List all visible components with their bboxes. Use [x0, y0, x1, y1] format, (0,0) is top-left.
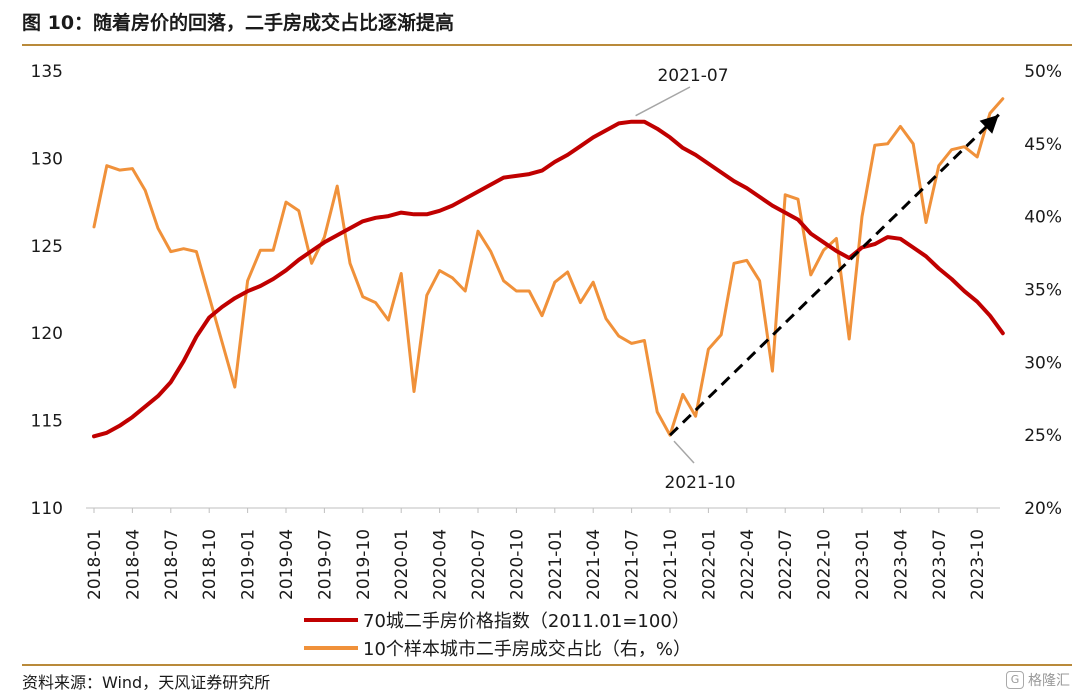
share-series-line [92, 97, 1005, 437]
watermark-logo-icon: G [1006, 671, 1024, 689]
x-tick-label: 2021-10 [661, 529, 681, 600]
x-tick-label: 2021-07 [623, 529, 643, 600]
footer-rule [22, 664, 1072, 666]
y-right-tick-label: 40% [1024, 208, 1062, 228]
y-right-tick-label: 25% [1024, 426, 1062, 446]
y-left-tick-label: 130 [31, 149, 63, 169]
x-tick-label: 2022-10 [815, 529, 835, 600]
x-tick-label: 2023-04 [891, 529, 911, 600]
legend-label-index: 70城二手房价格指数（2011.01=100） [363, 611, 690, 632]
x-tick-label: 2018-07 [162, 529, 182, 600]
x-tick-label: 2020-04 [431, 529, 451, 600]
watermark-text: 格隆汇 [1028, 673, 1070, 689]
x-tick-label: 2019-04 [277, 529, 297, 600]
annotation-leader-line [673, 440, 695, 464]
title-rule [22, 44, 1072, 46]
x-tick-label: 2022-04 [738, 529, 758, 600]
x-tick-label: 2023-01 [853, 529, 873, 600]
x-tick-label: 2022-07 [776, 529, 796, 600]
index-series-line [92, 119, 1005, 439]
trend-arrowhead [979, 114, 999, 134]
y-right-tick-label: 30% [1024, 353, 1062, 373]
annotation-label: 2021-10 [664, 473, 735, 493]
x-tick-label: 2019-01 [239, 529, 259, 600]
source-note: 资料来源：Wind，天风证券研究所 [22, 673, 271, 692]
watermark: G 格隆汇 [1006, 670, 1070, 690]
y-left-tick-label: 135 [31, 62, 63, 82]
x-tick-label: 2020-07 [469, 529, 489, 600]
x-tick-label: 2023-07 [930, 529, 950, 600]
legend-label-share: 10个样本城市二手房成交占比（右，%） [363, 639, 691, 660]
x-tick-label: 2022-01 [699, 529, 719, 600]
y-right-tick-label: 35% [1024, 281, 1062, 301]
trend-arrow-line [668, 113, 1000, 437]
x-tick-label: 2020-01 [392, 529, 412, 600]
x-tick-label: 2021-04 [584, 529, 604, 600]
y-left-tick-label: 110 [31, 499, 63, 519]
annotation-label: 2021-07 [657, 66, 728, 86]
x-tick-label: 2018-01 [85, 529, 105, 600]
x-tick-label: 2019-10 [354, 529, 374, 600]
y-left-tick-label: 115 [31, 412, 63, 432]
y-right-tick-label: 20% [1024, 499, 1062, 519]
annotation-leader-line [635, 86, 691, 117]
x-tick-label: 2018-10 [200, 529, 220, 600]
x-tick-label: 2021-01 [546, 529, 566, 600]
y-left-tick-label: 120 [31, 324, 63, 344]
chart-title: 图 10：随着房价的回落，二手房成交占比逐渐提高 [22, 12, 455, 34]
x-tick-label: 2023-10 [968, 529, 988, 600]
x-tick-label: 2019-07 [315, 529, 335, 600]
x-tick-label: 2020-10 [507, 529, 527, 600]
y-right-tick-label: 50% [1024, 62, 1062, 82]
y-left-tick-label: 125 [31, 237, 63, 257]
y-right-tick-label: 45% [1024, 135, 1062, 155]
x-tick-label: 2018-04 [123, 529, 143, 600]
